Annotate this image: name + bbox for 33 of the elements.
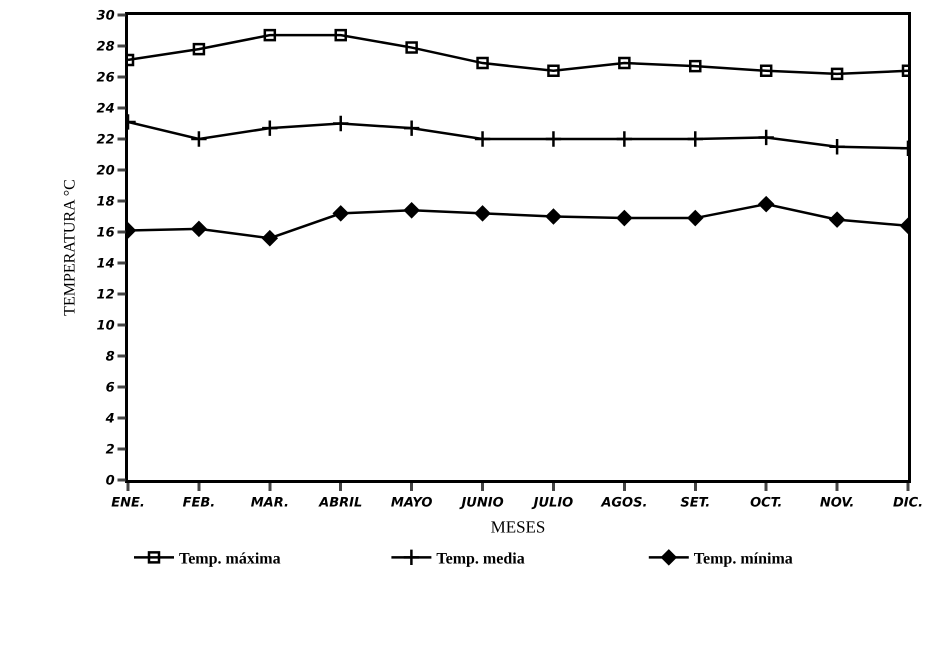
x-axis-title: MESES (490, 518, 546, 537)
legend-label: Temp. mínima (694, 550, 793, 568)
y-axis-title: TEMPERATURA °C (61, 179, 78, 316)
legend-label: Temp. media (436, 550, 525, 568)
y-tick-label: 6 (106, 380, 115, 396)
y-tick-label: 24 (96, 102, 115, 117)
y-tick-label: 16 (96, 226, 115, 241)
x-tick-label: JULIO (530, 495, 574, 510)
y-tick-label: 18 (96, 194, 115, 210)
y-tick-label: 22 (96, 132, 115, 148)
y-tick-label: 0 (106, 474, 115, 489)
y-tick-label: 20 (96, 164, 115, 179)
y-tick-label: 4 (104, 412, 115, 427)
x-tick-label: AGOS. (600, 495, 648, 510)
x-tick-label: ABRIL (318, 495, 362, 510)
y-tick-label: 10 (96, 318, 115, 334)
x-tick-label: OCT. (750, 495, 782, 510)
x-tick-label: FEB. (182, 495, 216, 510)
x-tick-label: NOV. (820, 495, 854, 510)
x-tick-label: ENE. (111, 495, 145, 510)
x-tick-label: DIC. (892, 495, 924, 510)
y-tick-label: 12 (96, 288, 115, 303)
y-tick-label: 8 (106, 350, 115, 365)
y-tick-label: 30 (96, 8, 115, 24)
x-tick-label: JUNIO (458, 495, 504, 510)
legend-label: Temp. máxima (179, 550, 281, 568)
x-tick-label: MAR. (250, 495, 289, 510)
y-tick-label: 14 (96, 256, 115, 272)
y-tick-label: 2 (106, 442, 115, 458)
x-tick-label: SET. (680, 495, 710, 510)
x-tick-label: MAYO (390, 495, 432, 510)
y-tick-label: 26 (96, 70, 115, 86)
y-tick-label: 28 (96, 40, 115, 55)
